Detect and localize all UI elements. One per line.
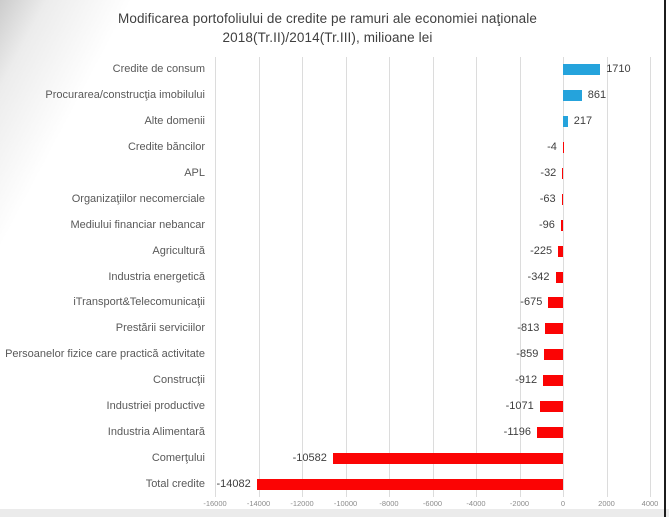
- x-tick-label: 0: [560, 499, 566, 508]
- value-label: 1710: [606, 63, 631, 76]
- x-tick-label: -6000: [422, 499, 443, 508]
- category-label: iTransport&Telecomunicaţii: [73, 296, 205, 309]
- bar: [555, 271, 563, 283]
- x-tick-label: -10000: [333, 499, 358, 508]
- category-label: Organizaţiilor necomerciale: [71, 192, 205, 205]
- category-label: Persoanelor fizice care practică activit…: [5, 348, 205, 361]
- category-label: Construcţii: [153, 374, 205, 387]
- value-label: -1071: [505, 399, 534, 412]
- value-label: -813: [517, 322, 540, 335]
- category-label: Credite de consum: [112, 63, 205, 76]
- category-label: Industria Alimentară: [107, 425, 205, 438]
- gridline: [258, 57, 260, 497]
- x-tick-label: -8000: [379, 499, 399, 508]
- category-label: APL: [184, 166, 205, 179]
- category-label: Prestării serviciilor: [115, 322, 205, 335]
- bar: [561, 193, 563, 205]
- category-label: Industriei productive: [106, 399, 205, 412]
- gridline: [345, 57, 347, 497]
- bar: [548, 297, 563, 309]
- gridline: [302, 57, 303, 497]
- x-tick-label: 4000: [641, 499, 659, 508]
- chart-title-line1: Modificarea portofoliului de credite pe …: [118, 11, 537, 26]
- bar: [536, 426, 563, 438]
- x-tick-label: 2000: [598, 499, 615, 508]
- bar: [558, 245, 563, 257]
- value-label: -10582: [292, 451, 327, 464]
- bar: [543, 375, 563, 387]
- screen-edge: [664, 0, 666, 517]
- gridline: [519, 57, 521, 497]
- bar: [560, 219, 563, 231]
- gridline: [389, 57, 390, 497]
- bar: [544, 349, 563, 361]
- value-label: -14082: [216, 477, 251, 490]
- bar: [563, 64, 601, 76]
- chart-title-line2: 2018(Tr.II)/2014(Tr.III), milioane lei: [222, 30, 433, 45]
- plot-area: [215, 57, 651, 497]
- category-label: Industria energetică: [108, 270, 205, 283]
- x-tick-label: -4000: [466, 499, 486, 508]
- bar: [563, 116, 568, 128]
- value-label: 217: [573, 115, 593, 128]
- x-tick-label: -2000: [509, 499, 530, 508]
- bar: [256, 478, 563, 490]
- value-label: -912: [515, 374, 538, 387]
- bar: [545, 323, 563, 335]
- value-label: -96: [539, 218, 555, 231]
- value-label: -4: [547, 141, 557, 154]
- category-label: Mediului financiar nebancar: [70, 218, 205, 231]
- gridline: [476, 57, 477, 497]
- x-tick-label: -14000: [246, 499, 271, 508]
- bar: [332, 452, 563, 464]
- value-label: 861: [587, 89, 607, 102]
- chart-title: Modificarea portofoliului de credite pe …: [0, 9, 655, 47]
- gridline: [606, 57, 608, 497]
- bottom-edge: [0, 509, 669, 517]
- bar: [562, 167, 563, 179]
- value-label: -675: [520, 296, 543, 309]
- bar: [563, 90, 582, 102]
- category-label: Alte domenii: [144, 115, 205, 128]
- gridline: [650, 57, 651, 497]
- x-tick-label: -12000: [290, 499, 314, 508]
- value-label: -63: [539, 192, 556, 205]
- bar: [539, 400, 563, 412]
- category-label: Total credite: [145, 477, 205, 490]
- gridline: [432, 57, 434, 497]
- value-label: -1196: [503, 425, 531, 438]
- value-label: -859: [516, 348, 539, 361]
- value-label: -225: [530, 244, 553, 257]
- category-label: Agricultură: [152, 244, 205, 257]
- category-label: Procurarea/construcţia imobilului: [45, 89, 205, 102]
- category-label: Comerţului: [151, 451, 205, 464]
- gridline: [563, 57, 564, 497]
- value-label: -342: [527, 270, 550, 283]
- value-label: -32: [540, 166, 557, 179]
- category-label: Credite băncilor: [127, 141, 205, 154]
- gridline: [215, 57, 216, 497]
- x-tick-label: -16000: [203, 499, 227, 508]
